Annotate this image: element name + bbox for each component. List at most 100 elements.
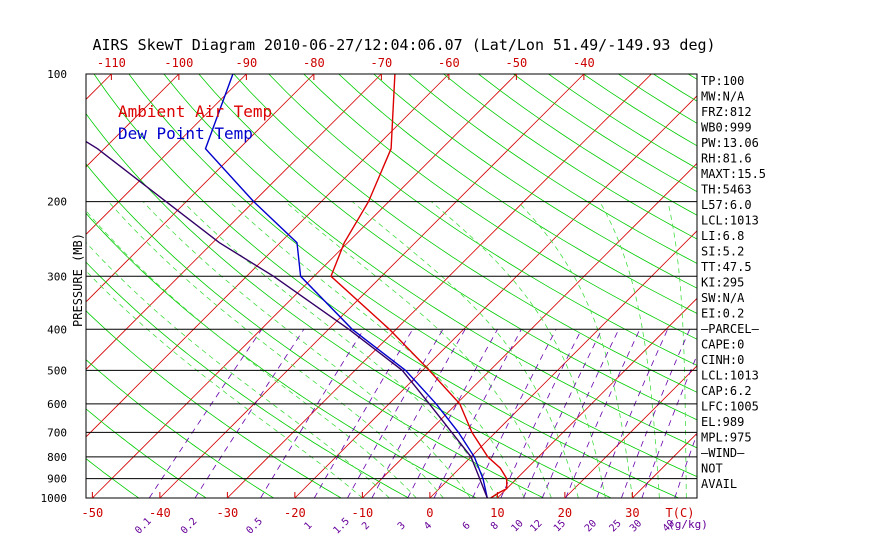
top-temp-tick-label: -110 xyxy=(97,56,126,70)
chart-title: AIRS SkewT Diagram 2010-06-27/12:04:06.0… xyxy=(92,36,715,54)
mixing-ratio-tick-label: 6 xyxy=(461,520,473,532)
dry-adiabat-line xyxy=(86,359,274,498)
dry-adiabat-line xyxy=(338,74,697,314)
mixing-ratio-tick-label: 0.5 xyxy=(245,516,266,537)
bottom-temp-tick-label: 0 xyxy=(426,506,433,520)
top-temp-tick-label: -80 xyxy=(303,56,325,70)
isotherm-line xyxy=(86,74,315,303)
dry-adiabat-line xyxy=(0,74,4,498)
mixing-ratio-tick-label: 2 xyxy=(360,520,372,532)
index-line: NOT xyxy=(701,462,723,476)
mixing-ratio-tick-label: 8 xyxy=(489,520,501,532)
dew-point-temp-line xyxy=(204,74,488,498)
index-line: LCL:1013 xyxy=(701,369,759,383)
index-line: EL:989 xyxy=(701,415,744,429)
mixing-ratio-tick-label: 0.2 xyxy=(179,516,200,537)
isotherm-line xyxy=(0,74,44,498)
bottom-temp-tick-label: -30 xyxy=(217,506,239,520)
dry-adiabat-line xyxy=(303,74,697,340)
isotherm-line xyxy=(362,162,697,498)
parcel-line xyxy=(86,140,488,498)
isotherm-line xyxy=(159,74,585,498)
dry-adiabat-line xyxy=(86,163,544,498)
isotherm-line xyxy=(86,74,450,438)
pressure-tick-label: 900 xyxy=(47,473,67,486)
dry-adiabat-line xyxy=(86,113,612,498)
temp-unit-label: T(C) xyxy=(666,506,695,520)
index-line: AVAIL xyxy=(701,477,737,491)
index-line: CAP:6.2 xyxy=(701,384,752,398)
bottom-temp-tick-label: -40 xyxy=(149,506,171,520)
top-temp-tick-label: -40 xyxy=(573,56,595,70)
mixing-ratio-tick-label: 30 xyxy=(628,518,644,534)
pressure-tick-label: 500 xyxy=(47,364,67,377)
mixing-ratio-tick-label: 4 xyxy=(422,520,434,532)
pressure-tick-label: 200 xyxy=(47,196,67,209)
dry-adiabat-line xyxy=(86,212,477,498)
pressure-tick-label: 700 xyxy=(47,426,67,439)
index-line: WB0:999 xyxy=(701,121,752,135)
top-temp-tick-label: -50 xyxy=(506,56,528,70)
index-line: KI:295 xyxy=(701,276,744,290)
index-line: RH:81.6 xyxy=(701,152,752,166)
index-line: EI:0.2 xyxy=(701,307,744,321)
pressure-tick-label: 100 xyxy=(47,68,67,81)
moist-adiabat-line xyxy=(86,241,390,498)
index-line: –WIND– xyxy=(701,446,745,460)
index-line: L57:6.0 xyxy=(701,198,752,212)
bottom-temp-tick-label: 30 xyxy=(625,506,639,520)
index-line: LI:6.8 xyxy=(701,229,744,243)
dry-adiabat-line xyxy=(268,74,697,366)
y-axis-label: PRESSURE (MB) xyxy=(71,233,85,327)
mixing-ratio-tick-label: 15 xyxy=(552,518,568,534)
index-line: TT:47.5 xyxy=(701,260,752,274)
index-line: SW:N/A xyxy=(701,291,745,305)
top-temp-tick-label: -70 xyxy=(371,56,393,70)
bottom-temp-tick-label: -10 xyxy=(352,506,374,520)
isotherm-line xyxy=(227,74,652,498)
index-line: LFC:1005 xyxy=(701,400,759,414)
pressure-tick-label: 300 xyxy=(47,270,67,283)
mixing-ratio-tick-label: 20 xyxy=(583,518,599,534)
dry-adiabat-line xyxy=(86,310,342,498)
dry-adiabat-line xyxy=(128,74,697,478)
mixing-ratio-line xyxy=(565,329,641,498)
plot-frame xyxy=(85,73,698,499)
mixing-ratio-tick-label: 1 xyxy=(302,520,314,532)
dry-adiabat-line xyxy=(93,74,679,498)
mixing-ratio-tick-label: 3 xyxy=(396,520,408,532)
dry-adiabat-line xyxy=(373,74,697,289)
moist-adiabat-line xyxy=(430,201,606,498)
mixing-ratio-tick-label: 10 xyxy=(509,518,525,534)
bottom-temp-tick-label: -50 xyxy=(82,506,104,520)
isotherm-line xyxy=(86,74,382,370)
isotherm-line xyxy=(294,95,697,498)
index-line: MPL:975 xyxy=(701,431,752,445)
dry-adiabat-line xyxy=(163,74,697,449)
mixing-ratio-line xyxy=(596,329,668,498)
bottom-temp-tick-label: -20 xyxy=(284,506,306,520)
mixing-ratio-line xyxy=(621,329,691,498)
legend-dew-point-temp: Dew Point Temp xyxy=(118,124,253,143)
pressure-tick-label: 600 xyxy=(47,398,67,411)
mixing-ratio-tick-label: 25 xyxy=(607,518,623,534)
dry-adiabat-line xyxy=(86,458,139,498)
index-line: MW:N/A xyxy=(701,90,745,104)
dry-adiabat-line xyxy=(443,74,697,240)
mixing-ratio-line xyxy=(148,329,263,498)
index-line: TH:5463 xyxy=(701,183,752,197)
index-line: SI:5.2 xyxy=(701,245,744,259)
top-temp-tick-label: -90 xyxy=(236,56,258,70)
top-temp-tick-label: -100 xyxy=(164,56,193,70)
legend-ambient-air-temp: Ambient Air Temp xyxy=(118,102,272,121)
dry-adiabat-line xyxy=(408,74,697,264)
mixing-ratio-tick-label: 12 xyxy=(528,518,544,534)
isotherm-line xyxy=(86,74,180,168)
top-temp-tick-label: -60 xyxy=(438,56,460,70)
index-line: TP:100 xyxy=(701,74,744,88)
index-line: MAXT:15.5 xyxy=(701,167,766,181)
dry-adiabat-line xyxy=(758,74,870,498)
sounding-curves xyxy=(86,74,508,498)
dry-adiabat-line xyxy=(233,74,697,393)
